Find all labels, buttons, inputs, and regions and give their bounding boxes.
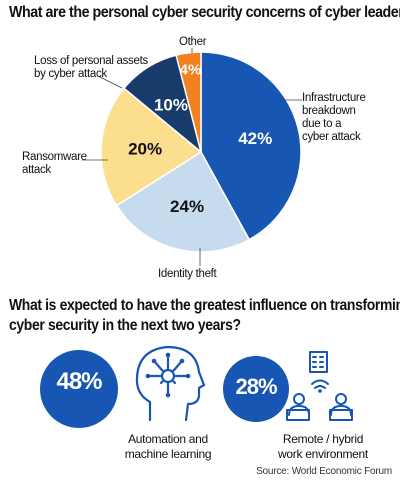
leader-line-loss-of-assets — [97, 75, 123, 89]
pie-slice-other — [175, 51, 202, 153]
pie-data-label-infrastructure: 42% — [238, 129, 272, 148]
slice-label-loss-of-assets: Loss of personal assets by cyber attack — [34, 55, 148, 80]
pie-chart-title: What are the personal cyber security con… — [9, 4, 400, 21]
slice-label-ransomware: Ransomware attack — [22, 151, 87, 176]
pie-data-label-other: 4% — [180, 62, 202, 79]
stat-circle-remote — [223, 356, 289, 422]
pie-slice-ransomware — [100, 87, 203, 207]
slice-label-infrastructure: Infrastructure breakdown due to a cyber … — [302, 92, 366, 143]
section-2-title: What is expected to have the greatest in… — [9, 297, 400, 334]
stat-value-automation: 48% — [56, 368, 102, 395]
source-note: Source: World Economic Forum — [256, 466, 392, 477]
pie-slice-identity-theft — [115, 150, 251, 253]
slice-label-other: Other — [179, 36, 207, 48]
stat-circle-automation — [40, 350, 118, 428]
pie-data-label-identity-theft: 24% — [170, 197, 204, 216]
stat-caption-remote: Remote / hybrid work environment — [278, 432, 368, 461]
slice-label-identity-theft: Identity theft — [158, 268, 217, 280]
stat-caption-automation: Automation and machine learning — [124, 432, 212, 461]
pie-data-label-loss-of-assets: 10% — [154, 96, 188, 115]
stat-value-remote: 28% — [235, 374, 277, 399]
pie-slice-infrastructure — [200, 51, 302, 241]
pie-data-label-ransomware: 20% — [128, 139, 162, 158]
